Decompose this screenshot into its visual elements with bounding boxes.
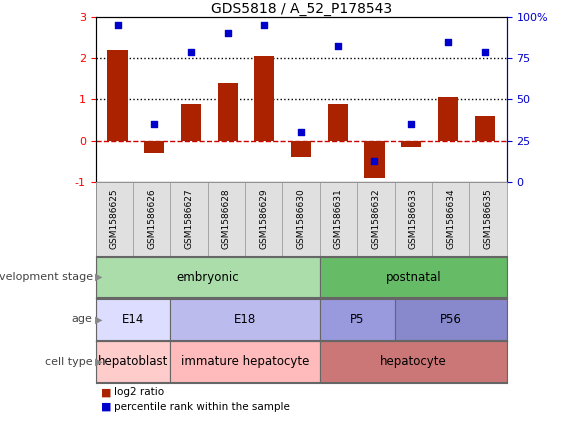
Bar <box>475 116 494 141</box>
Bar <box>432 182 469 256</box>
Bar <box>254 56 274 141</box>
Text: ▶: ▶ <box>95 357 102 367</box>
Title: GDS5818 / A_52_P178543: GDS5818 / A_52_P178543 <box>211 2 391 16</box>
Text: GSM1586626: GSM1586626 <box>147 189 156 249</box>
Text: GSM1586634: GSM1586634 <box>446 189 455 249</box>
Text: GSM1586633: GSM1586633 <box>409 189 417 249</box>
Bar <box>96 257 320 297</box>
Bar <box>320 257 507 297</box>
Point <box>444 38 453 45</box>
Bar <box>170 341 320 382</box>
Bar <box>108 50 127 141</box>
Point <box>113 22 122 29</box>
Text: GSM1586632: GSM1586632 <box>371 189 380 249</box>
Point <box>296 129 306 136</box>
Text: GSM1586625: GSM1586625 <box>110 189 119 249</box>
Text: ■: ■ <box>101 387 112 397</box>
Bar <box>208 182 245 256</box>
Text: P5: P5 <box>350 313 364 326</box>
Text: cell type: cell type <box>45 357 93 367</box>
Text: GSM1586629: GSM1586629 <box>259 189 268 249</box>
Bar <box>394 182 432 256</box>
Text: ▶: ▶ <box>95 314 102 324</box>
Text: ▶: ▶ <box>95 272 102 282</box>
Text: ■: ■ <box>101 402 112 412</box>
Point <box>149 121 159 128</box>
Text: GSM1586630: GSM1586630 <box>296 189 306 249</box>
Bar <box>283 182 320 256</box>
Text: P56: P56 <box>439 313 461 326</box>
Text: log2 ratio: log2 ratio <box>114 387 164 397</box>
Bar <box>96 299 170 340</box>
Bar <box>394 299 507 340</box>
Text: postnatal: postnatal <box>386 271 441 283</box>
Text: GSM1586627: GSM1586627 <box>185 189 193 249</box>
Text: E14: E14 <box>122 313 144 326</box>
Bar <box>438 97 458 141</box>
Bar <box>144 141 164 153</box>
Text: GSM1586635: GSM1586635 <box>483 189 492 249</box>
Bar <box>328 104 348 141</box>
Bar <box>320 182 357 256</box>
Bar <box>170 299 320 340</box>
Point <box>260 22 269 29</box>
Text: immature hepatocyte: immature hepatocyte <box>181 355 309 368</box>
Bar <box>357 182 394 256</box>
Bar <box>96 341 170 382</box>
Text: E18: E18 <box>234 313 256 326</box>
Bar <box>181 104 201 141</box>
Text: percentile rank within the sample: percentile rank within the sample <box>114 402 290 412</box>
Bar <box>218 83 238 141</box>
Bar <box>364 141 384 178</box>
Bar <box>401 141 422 147</box>
Point <box>186 49 196 55</box>
Bar <box>320 341 507 382</box>
Bar <box>96 182 133 256</box>
Text: GSM1586631: GSM1586631 <box>334 189 343 249</box>
Text: GSM1586628: GSM1586628 <box>222 189 231 249</box>
Text: age: age <box>72 314 93 324</box>
Bar <box>245 182 283 256</box>
Bar <box>133 182 170 256</box>
Bar <box>291 141 311 157</box>
Bar <box>170 182 208 256</box>
Text: hepatoblast: hepatoblast <box>98 355 168 368</box>
Text: development stage: development stage <box>0 272 93 282</box>
Point <box>406 121 416 128</box>
Text: embryonic: embryonic <box>177 271 239 283</box>
Bar <box>320 299 394 340</box>
Point <box>333 42 342 49</box>
Point <box>223 30 232 37</box>
Point <box>480 49 489 55</box>
Point <box>370 158 379 165</box>
Text: hepatocyte: hepatocyte <box>380 355 446 368</box>
Bar <box>469 182 507 256</box>
